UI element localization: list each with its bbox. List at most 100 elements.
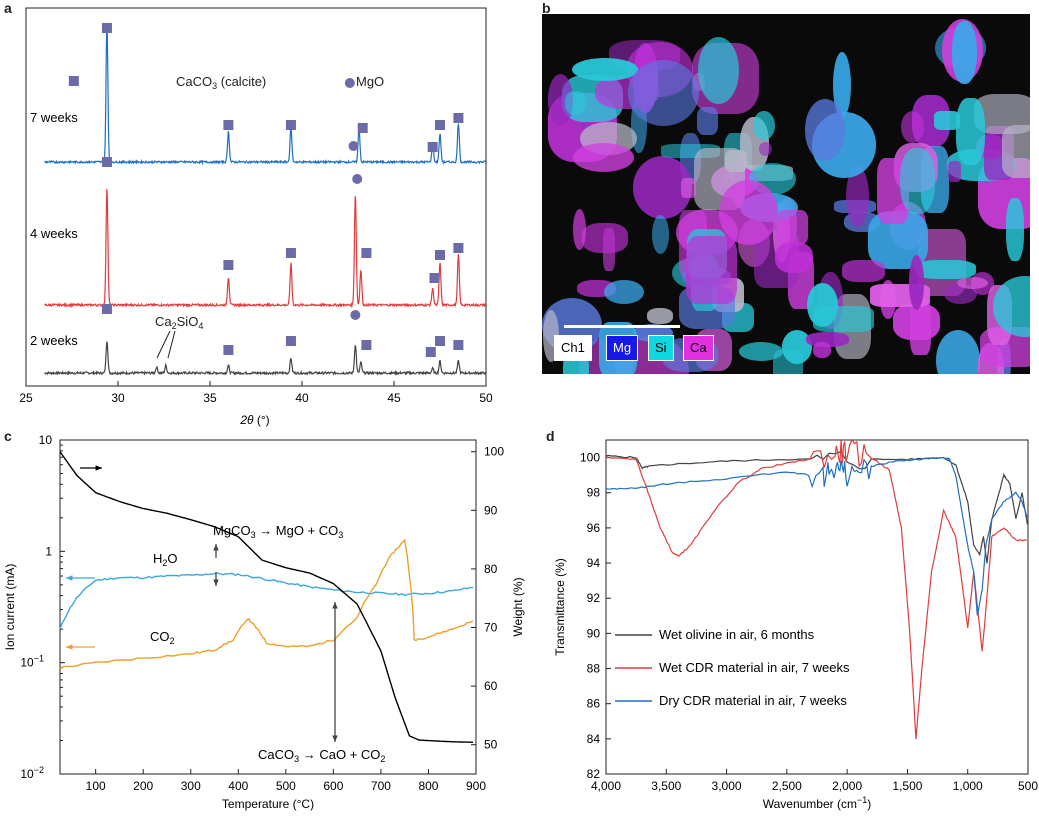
- particle-blob: [696, 106, 719, 135]
- xrd-series-label: 4 weeks: [30, 226, 78, 241]
- particle-blob: [718, 180, 778, 245]
- tga-y2-tick-label: 90: [484, 503, 498, 517]
- ftir-x-tick-label: 2,500: [772, 779, 802, 793]
- particle-blob: [564, 91, 587, 115]
- tga-x-tick-label: 100: [86, 779, 106, 793]
- particle-blob: [581, 222, 629, 253]
- calcite-marker: [453, 113, 464, 123]
- tga-chart: 100 200 300 400 500 600 700 800 900 Temperature (…: [3, 433, 525, 811]
- particle-blob: [833, 52, 851, 118]
- calcite-marker: [425, 347, 436, 357]
- particle-blob: [956, 97, 986, 165]
- calcite-marker: [435, 250, 445, 260]
- ftir-y-tick-label: 90: [587, 626, 601, 640]
- co2-label: CO2: [150, 629, 175, 646]
- particle-blob: [680, 177, 697, 199]
- ftir-x-tick-label: 1,500: [892, 779, 922, 793]
- ftir-x-tick-label: 1,000: [953, 779, 983, 793]
- panel-a-label: a: [4, 0, 12, 16]
- particle-blob: [627, 59, 700, 126]
- ftir-x-tick-label: 500: [1018, 779, 1038, 793]
- tga-x-tick-label: 600: [323, 779, 343, 793]
- particle-blob: [804, 99, 846, 161]
- particle-blob: [947, 161, 961, 182]
- particle-blob: [773, 349, 804, 374]
- ftir-chart: 4,000 3,500 3,000 2,500 2,000 1,500 1,000 500 Wa…: [553, 438, 1038, 811]
- particle-blob: [573, 208, 587, 251]
- ftir-series-1: [605, 438, 1027, 740]
- ftir-y-tick-label: 96: [587, 521, 601, 535]
- tga-y-tick-label: 10−1: [20, 654, 44, 670]
- calcite-marker: [453, 340, 464, 350]
- caco3-arrow-up-head: [332, 602, 338, 609]
- particle-blob: [933, 110, 960, 130]
- xrd-x-tick-label: 30: [111, 391, 125, 405]
- ca2sio4-arrow: [167, 330, 176, 359]
- particle-blob: [685, 235, 738, 305]
- tga-x-tick-label: 400: [228, 779, 248, 793]
- mgo-marker: [344, 78, 355, 88]
- particle-blob: [936, 329, 981, 374]
- ftir-y-axis-title: Transmittance (%): [553, 558, 567, 656]
- h2o-label: H2O: [153, 551, 178, 568]
- mgco3-arrow-down-head: [213, 579, 219, 586]
- tga-y2-tick-label: 60: [484, 679, 498, 693]
- caco3-annotation: CaCO3 → CaO + CO2: [258, 747, 385, 764]
- calcite-marker: [361, 340, 372, 350]
- xrd-series-label: 2 weeks: [30, 333, 78, 348]
- particle-blob: [738, 342, 784, 361]
- particle-blob: [777, 209, 809, 246]
- channel-si-chip: Si: [648, 335, 674, 361]
- ftir-x-tick-label: 3,000: [712, 779, 742, 793]
- mgo-marker: [352, 174, 363, 184]
- particle-blob: [1006, 197, 1025, 262]
- xrd-chart: 25 30 35 40 45 50 2 weeks 4 weeks 7 weeks CaCO3 …: [19, 7, 493, 427]
- calcite-marker: [453, 243, 464, 253]
- tga-x-tick-label: 300: [181, 779, 201, 793]
- calcite-marker: [101, 157, 112, 167]
- ftir-y-tick-label: 86: [587, 697, 601, 711]
- mgo-legend-label: MgO: [356, 74, 384, 89]
- mgco3-arrow-up-head: [213, 544, 219, 551]
- particle-blob: [753, 110, 775, 141]
- xrd-x-tick-label: 45: [387, 391, 401, 405]
- tga-series-0: [59, 572, 473, 630]
- tga-series-1: [59, 538, 474, 670]
- panel-d-label: d: [546, 428, 555, 444]
- channel-ca-chip: Ca: [683, 335, 714, 361]
- particle-blob: [900, 110, 924, 144]
- calcite-marker: [223, 345, 234, 355]
- channel-ch1-chip: Ch1: [554, 335, 592, 361]
- tga-y2-tick-label: 80: [484, 562, 498, 576]
- caco3-arrow-down-head: [332, 735, 338, 742]
- calcite-marker: [68, 76, 79, 86]
- tga-x-tick-label: 800: [418, 779, 438, 793]
- mgo-marker: [348, 141, 359, 151]
- particle-blob: [774, 241, 814, 273]
- xrd-series-line: [44, 188, 486, 309]
- particle-blob: [908, 255, 925, 310]
- tga-y2-tick-label: 100: [484, 445, 504, 459]
- particle-blob: [572, 143, 635, 173]
- ftir-x-tick-label: 2,000: [832, 779, 862, 793]
- particle-blob: [842, 259, 886, 282]
- tga-plot-frame: [59, 439, 477, 775]
- ftir-series-0: [605, 450, 1028, 564]
- panel-b-label: b: [542, 0, 551, 16]
- particle-blob: [812, 342, 831, 359]
- tga-y-axis-title: Ion current (mA): [3, 564, 17, 651]
- particle-blob: [604, 279, 644, 305]
- particle-blob: [697, 37, 740, 104]
- tga-y2-axis-title: Weight (%): [511, 577, 525, 636]
- ftir-y-tick-label: 94: [587, 556, 601, 570]
- tga-x-axis-title: Temperature (°C): [222, 797, 314, 811]
- tga-series-2: [59, 451, 474, 743]
- ftir-y-tick-label: 100: [580, 451, 600, 465]
- scale-bar: [564, 325, 680, 328]
- ftir-series-2: [605, 456, 1028, 616]
- calcite-marker: [101, 23, 112, 33]
- ftir-y-tick-label: 84: [587, 732, 601, 746]
- tga-y2-tick-label: 70: [484, 621, 498, 635]
- particle-blob: [952, 20, 977, 84]
- mgo-marker: [350, 310, 361, 320]
